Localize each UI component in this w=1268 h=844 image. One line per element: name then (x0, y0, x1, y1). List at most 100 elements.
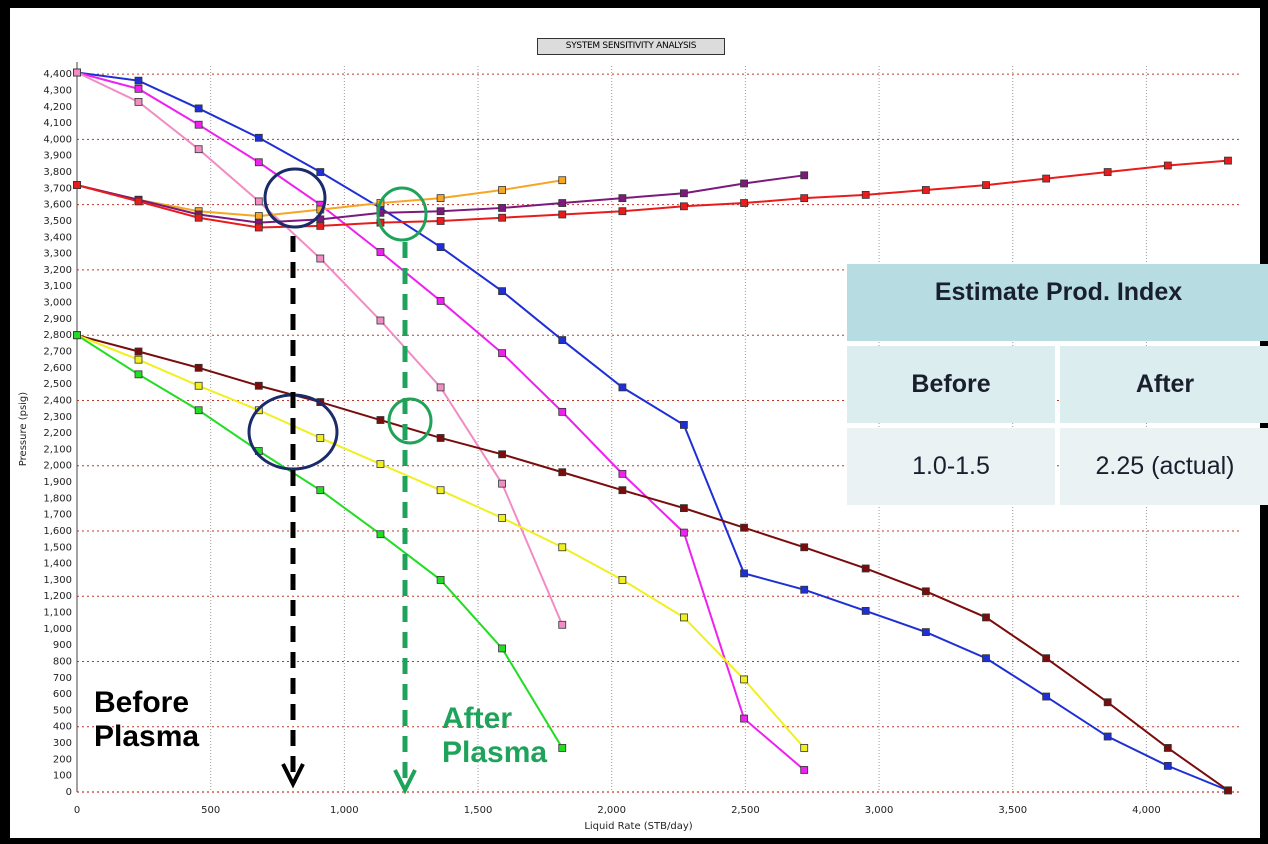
data-point (558, 744, 567, 752)
data-point (921, 628, 930, 637)
y-tick-label: 1,000 (43, 624, 72, 635)
y-tick-label: 4,100 (43, 118, 72, 129)
data-point (1224, 786, 1232, 795)
y-tick-label: 3,900 (43, 151, 72, 162)
data-point (194, 104, 203, 113)
data-point (861, 607, 870, 615)
series-line-4 (76, 334, 1229, 792)
data-point (558, 407, 567, 416)
y-tick-label: 4,300 (43, 85, 72, 96)
y-tick-label: 500 (53, 705, 72, 716)
y-tick-label: 2,900 (43, 314, 72, 325)
data-point (921, 186, 930, 194)
data-point (800, 744, 809, 752)
data-point (1042, 174, 1051, 183)
y-tick-label: 1,300 (43, 575, 72, 586)
data-point (800, 171, 809, 180)
data-point (73, 68, 81, 77)
data-point (194, 145, 203, 154)
data-point (679, 613, 688, 622)
series-line-1 (76, 71, 1229, 792)
x-tick-label: 1,000 (330, 805, 359, 816)
y-tick-label: 1,900 (43, 477, 72, 488)
after-lower-circle (387, 397, 433, 445)
chart-plot: 0 100 200 300 400 500 600 700 800 900 1,000 1,100 1,… (18, 62, 1240, 832)
data-point (679, 528, 688, 537)
chart-title: SYSTEM SENSITIVITY ANALYSIS (537, 38, 725, 55)
y-tick-label: 800 (53, 656, 72, 667)
y-tick-label: 200 (53, 754, 72, 765)
y-tick-label: 3,800 (43, 167, 72, 178)
data-point (498, 644, 506, 653)
y-tick-label: 4,000 (43, 134, 72, 145)
x-tick-label: 4,000 (1132, 805, 1161, 816)
x-tick-label: 0 (74, 805, 80, 816)
data-point (436, 383, 445, 392)
y-tick-label: 1,200 (43, 591, 72, 602)
data-point (498, 287, 506, 296)
data-point (498, 204, 506, 212)
x-tick-label: 3,000 (865, 805, 894, 816)
data-point (679, 189, 688, 198)
data-point (679, 202, 688, 211)
y-tick-label: 1,700 (43, 510, 72, 521)
y-axis-label: Pressure (psig) (18, 392, 29, 466)
data-point (1042, 654, 1051, 663)
data-point (618, 194, 627, 203)
data-point (436, 243, 445, 251)
y-tick-label: 3,100 (43, 281, 72, 292)
y-tick-label: 2,200 (43, 428, 72, 439)
data-point (558, 543, 567, 552)
data-point (376, 530, 385, 539)
data-point (436, 207, 445, 216)
data-point (740, 569, 748, 578)
y-tick-label: 400 (53, 722, 72, 733)
data-point (679, 421, 688, 429)
data-point (618, 576, 627, 584)
data-point (558, 620, 567, 629)
data-point (316, 254, 325, 263)
data-point (376, 416, 385, 424)
y-tick-label: 3,600 (43, 200, 72, 211)
data-point (498, 213, 506, 222)
after-value: 2.25 (actual) (1060, 428, 1268, 505)
data-point (316, 168, 325, 176)
data-point (194, 406, 203, 415)
y-tick-label: 900 (53, 640, 72, 651)
data-point (558, 176, 567, 185)
data-point (1163, 161, 1172, 170)
data-point (740, 179, 748, 188)
y-tick-label: 3,000 (43, 298, 72, 309)
data-point (558, 210, 567, 219)
y-tick-label: 0 (66, 787, 72, 798)
data-point (436, 297, 445, 305)
y-tick-label: 2,100 (43, 444, 72, 455)
data-point (316, 434, 325, 442)
data-point (800, 543, 809, 552)
data-point (740, 199, 748, 207)
data-point (316, 221, 325, 230)
y-tick-label: 2,400 (43, 395, 72, 406)
data-point (73, 181, 81, 189)
y-tick-label: 3,700 (43, 183, 72, 194)
y-tick-label: 3,300 (43, 249, 72, 260)
data-point (982, 181, 990, 189)
data-point (134, 197, 143, 206)
data-point (436, 486, 445, 495)
data-point (800, 766, 809, 774)
data-point (316, 486, 325, 495)
data-point (618, 469, 627, 478)
y-tick-label: 2,600 (43, 363, 72, 374)
y-tick-label: 2,500 (43, 379, 72, 390)
data-point (861, 564, 870, 573)
series-line-9 (76, 159, 1229, 229)
data-point (618, 207, 627, 216)
data-point (618, 383, 627, 392)
data-point (254, 381, 263, 390)
data-point (134, 84, 143, 93)
data-point (558, 199, 567, 207)
y-tick-label: 1,600 (43, 526, 72, 537)
data-point (1042, 692, 1051, 701)
series-line-3 (76, 71, 564, 626)
y-tick-label: 1,500 (43, 542, 72, 553)
